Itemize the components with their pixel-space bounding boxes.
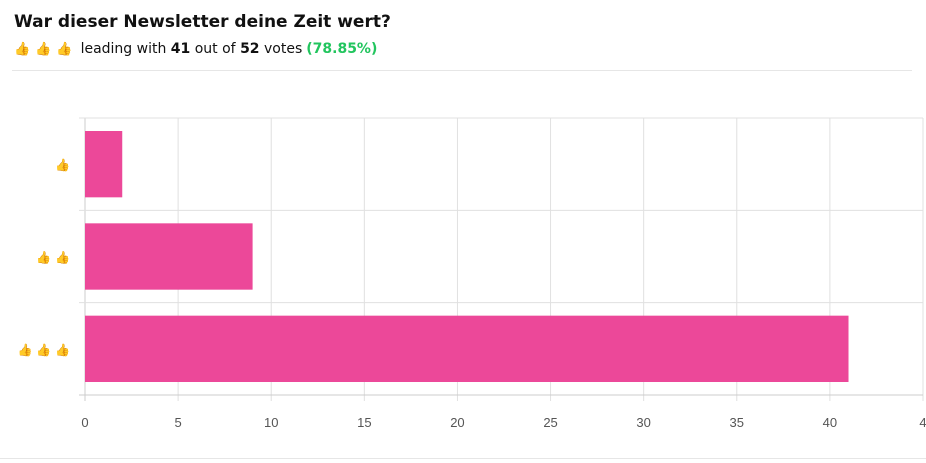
leading-count: 41 <box>170 41 191 57</box>
footer-divider <box>0 458 926 459</box>
total-votes: 52 <box>240 41 260 57</box>
x-tick-label: 25 <box>543 415 557 430</box>
poll-summary: 👍 👍 👍 leading with 41 out of 52 votes (78… <box>14 38 912 60</box>
chart-x-ticks: 0 5 10 15 20 25 30 35 40 4 <box>81 415 926 430</box>
header-divider <box>12 70 912 71</box>
winner-rating: 👍 👍 👍 <box>14 43 73 56</box>
x-tick-label: 10 <box>264 415 278 430</box>
leading-text: leading with <box>80 41 167 57</box>
x-tick-label: 40 <box>823 415 837 430</box>
bar[interactable] <box>85 315 849 382</box>
chart-category-labels: 👍 👍 👍 👍 👍 👍 <box>18 158 70 357</box>
x-tick-label: 35 <box>730 415 744 430</box>
leading-percentage: (78.85%) <box>306 41 378 57</box>
x-tick-label: 4 <box>919 415 926 430</box>
thumbs-up-icon: 👍 <box>14 41 31 57</box>
x-tick-label: 20 <box>450 415 464 430</box>
chart-bars <box>85 131 849 382</box>
category-label: 👍 👍 <box>36 251 70 265</box>
thumbs-up-icon: 👍 <box>56 41 73 57</box>
x-tick-label: 0 <box>81 415 88 430</box>
bar[interactable] <box>85 131 123 198</box>
poll-header: War dieser Newsletter deine Zeit wert? 👍… <box>14 10 912 60</box>
category-label: 👍 👍 👍 <box>18 343 70 357</box>
bar[interactable] <box>85 223 253 290</box>
votes-text: votes <box>264 41 303 57</box>
x-tick-label: 15 <box>357 415 371 430</box>
out-of-text: out of <box>194 41 236 57</box>
category-label: 👍 <box>55 158 70 172</box>
poll-title: War dieser Newsletter deine Zeit wert? <box>14 12 391 32</box>
x-tick-label: 30 <box>636 415 650 430</box>
thumbs-up-icon: 👍 <box>35 41 52 57</box>
x-tick-label: 5 <box>174 415 181 430</box>
